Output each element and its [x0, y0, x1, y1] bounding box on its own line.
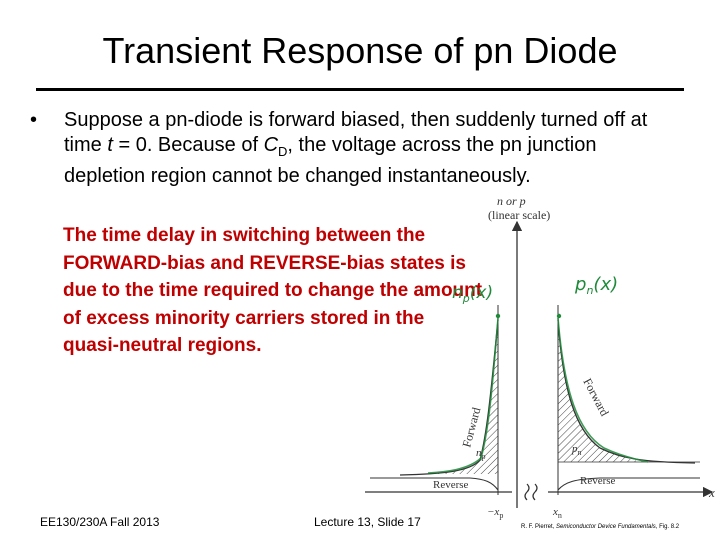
tick-minus-xp: −xp	[487, 506, 503, 520]
handwritten-pn-dot	[556, 313, 562, 319]
np-label: np	[476, 447, 486, 461]
figure-credit: R. F. Pierret, Semiconductor Device Fund…	[521, 524, 680, 530]
handwritten-np-dot	[495, 313, 501, 319]
np-reverse-curve	[370, 477, 499, 491]
pn-reverse-curve	[557, 477, 700, 491]
pn-forward-curve	[557, 319, 696, 464]
np-forward-label: Forward	[459, 406, 483, 449]
np-reverse-label: Reverse	[433, 479, 469, 491]
pn-forward-label: Forward	[580, 376, 611, 418]
bullet-text: Suppose a pn-diode is forward biased, th…	[64, 109, 648, 187]
x-axis-label: x	[708, 485, 715, 500]
time-variable: t	[107, 134, 113, 156]
handwritten-pn-label: pn(x)	[574, 274, 618, 297]
handwritten-pn-overlay	[557, 317, 649, 463]
slide-title: Transient Response of pn Diode	[102, 30, 618, 71]
tick-xn: xn	[552, 506, 562, 520]
pn-reverse-label: Reverse	[580, 475, 616, 487]
capacitance-subscript: D	[278, 144, 288, 159]
pn-forward-area	[558, 320, 650, 462]
title-divider	[36, 88, 684, 91]
handwritten-np-overlay	[427, 317, 499, 474]
bullet-icon: •	[30, 109, 38, 131]
axis-break-icon	[524, 483, 538, 501]
y-axis-label-line1: n or p	[497, 194, 526, 208]
footer-course: EE130/230A Fall 2013	[40, 515, 160, 529]
capacitance-symbol: C	[263, 134, 279, 156]
y-axis-label-line2: (linear scale)	[488, 208, 550, 222]
footer-slide-number: Lecture 13, Slide 17	[314, 515, 421, 529]
bullet-point: • Suppose a pn-diode is forward biased, …	[30, 108, 680, 189]
highlight-text: The time delay in switching between the …	[63, 225, 483, 356]
pn0-label: pn	[571, 443, 582, 457]
handwritten-np-label: np(x)	[452, 283, 493, 305]
np-forward-area	[428, 320, 498, 474]
